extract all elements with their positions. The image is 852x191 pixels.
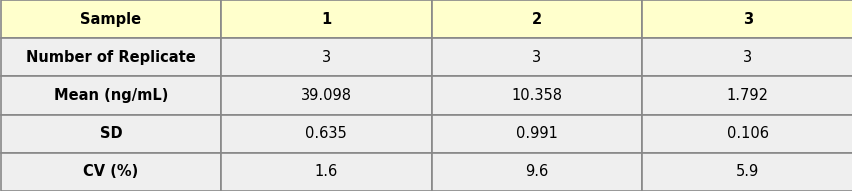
Bar	[642, 153, 852, 191]
Text: Number of Replicate: Number of Replicate	[26, 50, 196, 65]
Text: 1.792: 1.792	[726, 88, 768, 103]
Bar	[1, 38, 221, 76]
Bar	[431, 76, 642, 115]
Text: SD: SD	[100, 126, 122, 141]
Text: 3: 3	[321, 50, 331, 65]
Text: 1: 1	[320, 12, 331, 27]
Text: 9.6: 9.6	[525, 164, 548, 179]
Text: 10.358: 10.358	[511, 88, 561, 103]
Text: 39.098: 39.098	[301, 88, 351, 103]
Text: 0.991: 0.991	[515, 126, 557, 141]
Text: 1.6: 1.6	[314, 164, 337, 179]
Bar	[221, 76, 431, 115]
Bar	[221, 153, 431, 191]
Bar	[642, 115, 852, 153]
Text: 3: 3	[742, 50, 751, 65]
Bar	[642, 38, 852, 76]
Bar	[1, 76, 221, 115]
Text: 2: 2	[532, 12, 541, 27]
Text: 0.106: 0.106	[726, 126, 768, 141]
Text: 0.635: 0.635	[305, 126, 347, 141]
Bar	[431, 115, 642, 153]
Bar	[431, 153, 642, 191]
Bar	[221, 0, 431, 38]
Text: Mean (ng/mL): Mean (ng/mL)	[54, 88, 168, 103]
Text: 3: 3	[532, 50, 541, 65]
Bar	[221, 38, 431, 76]
Bar	[642, 0, 852, 38]
Bar	[431, 38, 642, 76]
Bar	[642, 76, 852, 115]
Text: CV (%): CV (%)	[83, 164, 138, 179]
Bar	[431, 0, 642, 38]
Text: 5.9: 5.9	[735, 164, 758, 179]
Text: Sample: Sample	[80, 12, 141, 27]
Bar	[1, 0, 221, 38]
Bar	[1, 115, 221, 153]
Bar	[221, 115, 431, 153]
Text: 3: 3	[742, 12, 751, 27]
Bar	[1, 153, 221, 191]
